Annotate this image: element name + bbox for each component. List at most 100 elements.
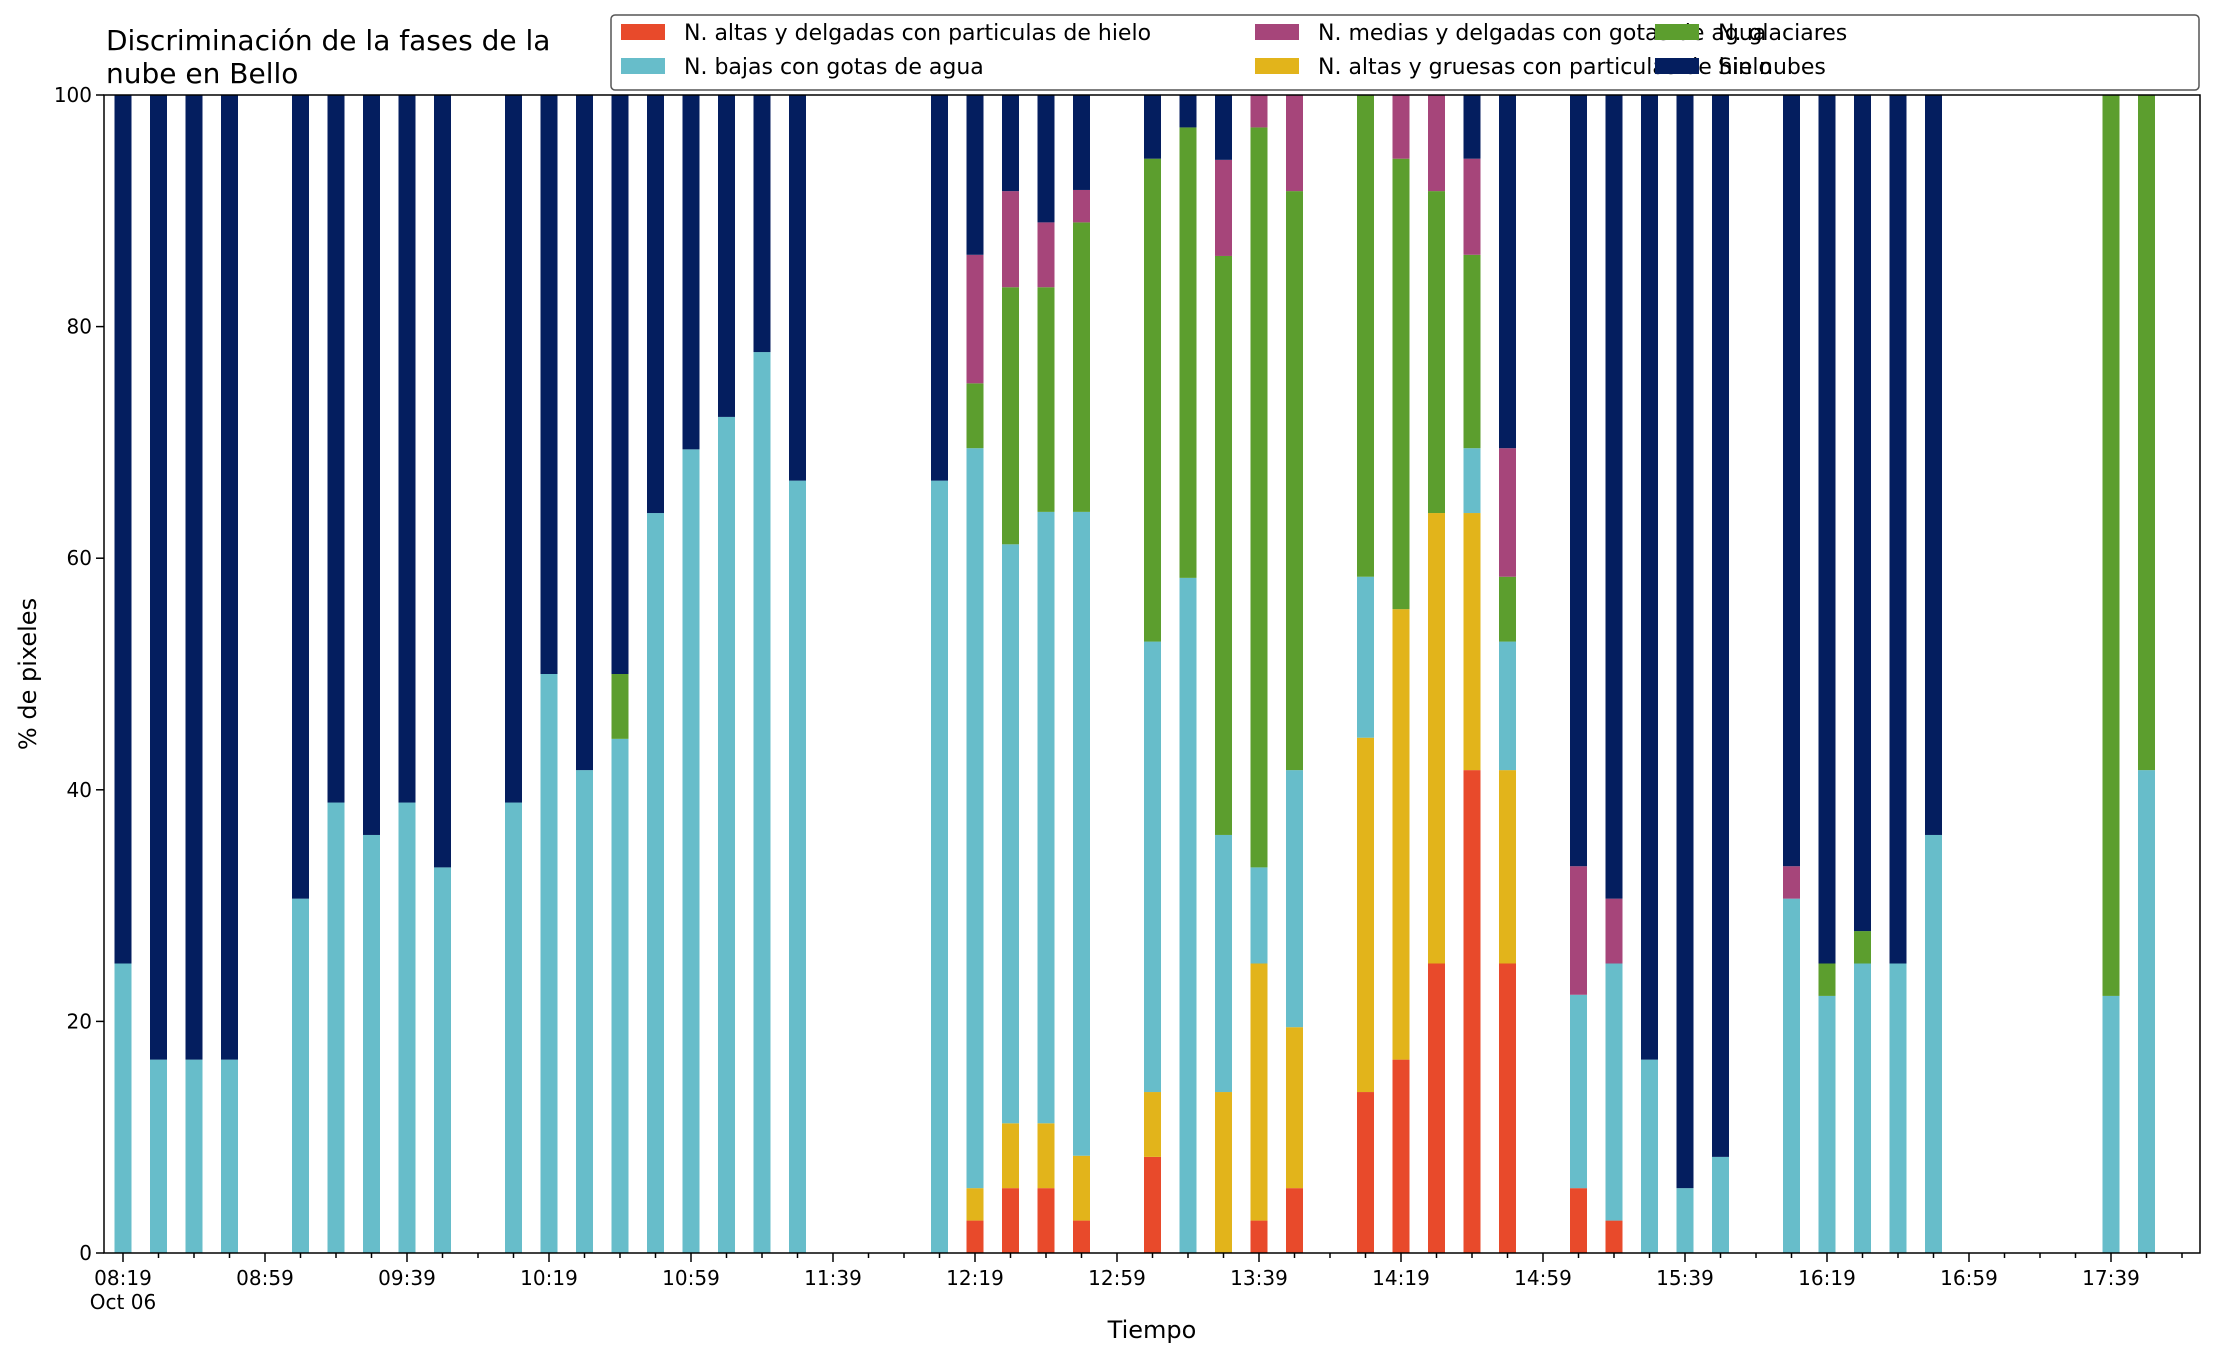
- bar-segment-medias-delgadas-agua: [1073, 189, 1090, 223]
- bar-segment-sin-nubes: [1073, 95, 1090, 190]
- bar-segment-sin-nubes: [1499, 95, 1516, 449]
- bar-segment-bajas-agua: [1002, 544, 1019, 1124]
- bar-segment-bajas-agua: [505, 802, 522, 1253]
- x-tick-label: 08:59: [236, 1266, 294, 1290]
- x-axis: 08:19 08:59 09:39 10:19 10:59 11:39 12:19 12:59…: [90, 1253, 2183, 1314]
- chart-title-line-2: nube en Bello: [106, 57, 298, 90]
- bar-segment-sin-nubes: [221, 95, 238, 1060]
- bar-segment-altas-gruesas-hielo: [966, 1188, 984, 1221]
- y-tick-label: 100: [54, 83, 92, 107]
- bar-segment-bajas-agua: [114, 963, 132, 1253]
- bar-segment-glaciares: [1818, 963, 1836, 996]
- bar-segment-sin-nubes: [931, 95, 948, 481]
- bar-segment-medias-delgadas-agua: [1428, 95, 1445, 192]
- bar-segment-bajas-agua: [718, 416, 735, 1253]
- y-tick-label: 0: [79, 1241, 92, 1265]
- bar-segment-bajas-agua: [2102, 995, 2120, 1253]
- bar-segment-altas-gruesas-hielo: [1215, 1092, 1232, 1253]
- bar-segment-altas-delgadas-hielo: [1002, 1188, 1019, 1253]
- bar-segment-bajas-agua: [1037, 511, 1055, 1124]
- bar-segment-altas-gruesas-hielo: [1392, 609, 1410, 1060]
- bar-segment-bajas-agua: [1676, 1188, 1694, 1253]
- y-tick-label: 20: [67, 1009, 92, 1033]
- legend-label-altas-gruesas-hielo: N. altas y gruesas con particulas de hie…: [1318, 55, 1772, 80]
- x-tick-label: 09:39: [378, 1266, 436, 1290]
- legend-swatch-glaciares: [1655, 24, 1699, 40]
- bar-segment-medias-delgadas-agua: [1392, 95, 1410, 159]
- bar-segment-sin-nubes: [1179, 95, 1197, 128]
- bar-segment-altas-delgadas-hielo: [1463, 770, 1481, 1253]
- bar-segment-glaciares: [1357, 95, 1374, 577]
- bar-segment-glaciares: [2102, 95, 2120, 996]
- bar-segment-bajas-agua: [1712, 1156, 1729, 1253]
- bar-segment-bajas-agua: [540, 674, 558, 1253]
- bar-segment-altas-gruesas-hielo: [1002, 1123, 1019, 1189]
- bar-segment-sin-nubes: [576, 95, 593, 771]
- chart-title: Discriminación de la fases de la nube en…: [106, 24, 550, 90]
- bar-segment-glaciares: [1854, 931, 1871, 964]
- legend-label-bajas-agua: N. bajas con gotas de agua: [684, 55, 984, 80]
- bar-segment-altas-delgadas-hielo: [1144, 1156, 1161, 1253]
- bar-segment-altas-gruesas-hielo: [1250, 963, 1268, 1221]
- bar-segment-bajas-agua: [292, 898, 309, 1253]
- bar-segment-altas-gruesas-hielo: [1463, 513, 1481, 771]
- x-tick-label: 16:59: [1940, 1266, 1998, 1290]
- bar-segment-altas-delgadas-hielo: [1499, 963, 1516, 1253]
- bar-segment-bajas-agua: [185, 1059, 203, 1253]
- x-tick-label: 14:19: [1372, 1266, 1430, 1290]
- legend-label-sin-nubes: Sin nubes: [1718, 55, 1826, 80]
- bar-segment-glaciares: [611, 674, 629, 739]
- bar-segment-bajas-agua: [1570, 994, 1587, 1189]
- bars-layer: [114, 95, 2155, 1254]
- bar-segment-sin-nubes: [789, 95, 806, 481]
- bar-segment-sin-nubes: [150, 95, 167, 1060]
- bar-segment-sin-nubes: [505, 95, 522, 803]
- bar-segment-glaciares: [1250, 127, 1268, 868]
- bar-segment-sin-nubes: [966, 95, 984, 255]
- bar-segment-glaciares: [1499, 576, 1516, 642]
- bar-segment-sin-nubes: [753, 95, 771, 353]
- bar-segment-medias-delgadas-agua: [1037, 222, 1055, 288]
- x-axis-title: Tiempo: [1107, 1316, 1197, 1344]
- bar-segment-glaciares: [1037, 287, 1055, 512]
- legend-swatch-sin-nubes: [1655, 58, 1699, 74]
- y-tick-label: 60: [67, 546, 92, 570]
- legend-swatch-altas-gruesas-hielo: [1255, 58, 1299, 74]
- bar-segment-bajas-agua: [434, 867, 451, 1253]
- legend-swatch-altas-delgadas-hielo: [621, 24, 665, 40]
- bar-segment-altas-gruesas-hielo: [1499, 770, 1516, 964]
- legend-label-glaciares: N. glaciares: [1718, 21, 1847, 46]
- x-tick-label: 16:19: [1798, 1266, 1856, 1290]
- bar-segment-sin-nubes: [185, 95, 203, 1060]
- x-tick-label: 08:19: [94, 1266, 152, 1290]
- bar-segment-sin-nubes: [647, 95, 664, 514]
- bar-segment-bajas-agua: [1073, 511, 1090, 1156]
- bar-segment-altas-delgadas-hielo: [966, 1220, 984, 1253]
- bar-segment-bajas-agua: [327, 802, 345, 1253]
- y-tick-label: 80: [67, 315, 92, 339]
- bar-segment-sin-nubes: [1570, 95, 1587, 867]
- bar-segment-sin-nubes: [1463, 95, 1481, 159]
- bar-segment-glaciares: [1144, 158, 1161, 642]
- bar-segment-bajas-agua: [1641, 1059, 1658, 1253]
- legend-swatch-bajas-agua: [621, 58, 665, 74]
- bar-segment-sin-nubes: [1605, 95, 1623, 899]
- x-tick-label: 14:59: [1514, 1266, 1572, 1290]
- bar-segment-altas-delgadas-hielo: [1570, 1188, 1587, 1253]
- bar-segment-bajas-agua: [1889, 963, 1907, 1253]
- bar-segment-glaciares: [1392, 158, 1410, 610]
- bar-segment-bajas-agua: [1144, 641, 1161, 1093]
- x-tick-label: 10:19: [520, 1266, 578, 1290]
- bar-segment-sin-nubes: [1037, 95, 1055, 223]
- bar-segment-bajas-agua: [150, 1059, 167, 1253]
- bar-segment-glaciares: [1428, 191, 1445, 514]
- bar-segment-medias-delgadas-agua: [1570, 866, 1587, 995]
- bar-segment-sin-nubes: [363, 95, 380, 835]
- bar-segment-altas-delgadas-hielo: [1073, 1220, 1090, 1253]
- legend: N. altas y delgadas con particulas de hi…: [610, 14, 2200, 91]
- bar-segment-glaciares: [1463, 254, 1481, 449]
- bar-segment-bajas-agua: [611, 738, 629, 1253]
- bar-segment-altas-delgadas-hielo: [1605, 1220, 1623, 1253]
- bar-segment-sin-nubes: [1889, 95, 1907, 964]
- bar-segment-sin-nubes: [540, 95, 558, 674]
